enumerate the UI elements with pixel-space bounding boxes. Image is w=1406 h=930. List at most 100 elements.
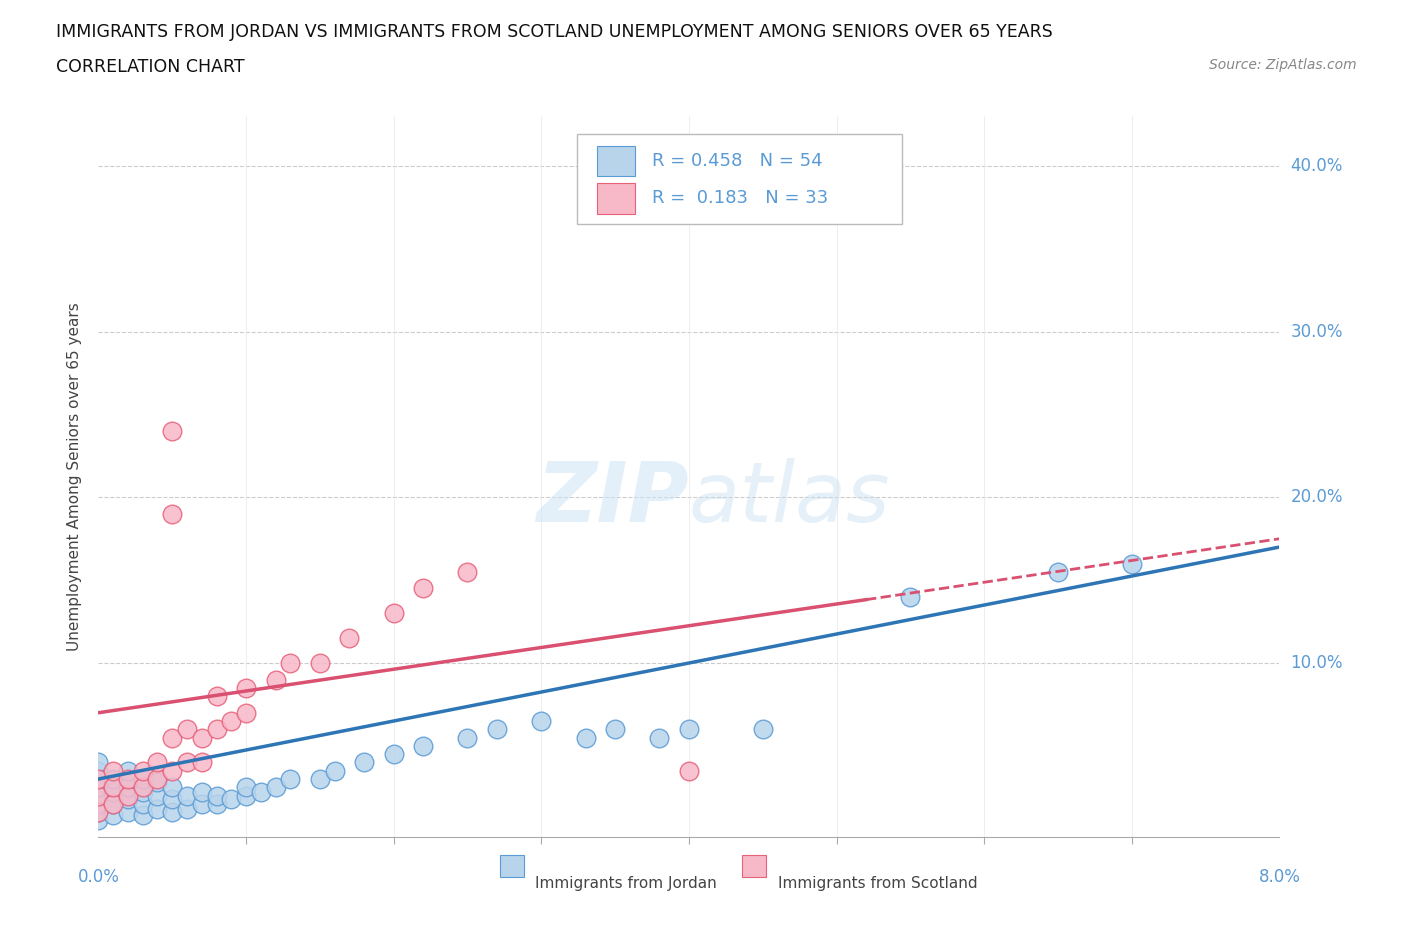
Point [205,722,228,737]
Point [132,764,155,778]
Point [900,590,922,604]
Text: R = 0.458   N = 54: R = 0.458 N = 54 [652,152,823,170]
Point [221,713,243,728]
Point [530,713,553,728]
Text: Immigrants from Scotland: Immigrants from Scotland [778,876,977,891]
Point [103,796,125,811]
Point [457,730,479,745]
Text: 0.0%: 0.0% [77,868,120,885]
Point [146,775,169,790]
Point [678,722,700,737]
Y-axis label: Unemployment Among Seniors over 65 years: Unemployment Among Seniors over 65 years [67,302,83,651]
Text: 10.0%: 10.0% [1291,654,1343,672]
Point [191,785,214,800]
Point [235,788,257,803]
Point [146,755,169,770]
Point [87,772,110,787]
Point [117,772,139,787]
Text: 20.0%: 20.0% [1291,488,1343,506]
Text: ZIP: ZIP [536,458,689,538]
Text: atlas: atlas [689,458,890,538]
Text: 8.0%: 8.0% [1258,868,1301,885]
Point [1121,556,1143,571]
Point [1046,565,1070,579]
Point [486,722,509,737]
Point [162,764,183,778]
Point [146,772,169,787]
Point [205,788,228,803]
Text: Immigrants from Jordan: Immigrants from Jordan [536,876,717,891]
Point [264,672,287,687]
Point [648,730,671,745]
Point [353,755,375,770]
Point [103,772,125,787]
Point [162,804,183,819]
Point [176,802,198,817]
Point [280,656,302,671]
Point [162,730,183,745]
Point [103,764,125,778]
Point [250,785,273,800]
Point [264,780,287,795]
Point [205,796,228,811]
Text: Source: ZipAtlas.com: Source: ZipAtlas.com [1209,58,1357,72]
Point [87,804,110,819]
Point [309,656,332,671]
Point [87,804,110,819]
Point [132,772,155,787]
Bar [501,855,523,877]
Point [117,780,139,795]
Point [87,764,110,778]
Text: 40.0%: 40.0% [1291,157,1343,175]
Point [309,772,332,787]
FancyBboxPatch shape [576,134,901,224]
Point [117,804,139,819]
Point [132,785,155,800]
Point [132,808,155,823]
Point [280,772,302,787]
Point [205,689,228,704]
Point [87,755,110,770]
Point [412,738,434,753]
Point [221,791,243,806]
Point [162,780,183,795]
Bar [596,183,634,214]
Point [235,681,257,696]
Text: 30.0%: 30.0% [1291,323,1343,340]
Point [176,788,198,803]
Point [87,796,110,811]
Point [146,802,169,817]
Point [132,796,155,811]
Point [382,747,405,762]
Point [103,780,125,795]
Point [117,764,139,778]
Point [162,507,183,522]
Point [87,772,110,787]
Point [87,780,110,795]
Point [87,788,110,803]
Bar [596,146,634,176]
Point [191,796,214,811]
Point [176,755,198,770]
Point [87,788,110,803]
Point [605,722,627,737]
Point [132,780,155,795]
Point [575,730,598,745]
Point [162,424,183,439]
Point [678,764,700,778]
Point [146,788,169,803]
Point [339,631,361,645]
Text: R =  0.183   N = 33: R = 0.183 N = 33 [652,190,828,207]
Point [457,565,479,579]
Point [103,796,125,811]
Point [412,581,434,596]
Point [117,788,139,803]
Text: IMMIGRANTS FROM JORDAN VS IMMIGRANTS FROM SCOTLAND UNEMPLOYMENT AMONG SENIORS OV: IMMIGRANTS FROM JORDAN VS IMMIGRANTS FRO… [56,23,1053,41]
Point [117,791,139,806]
Point [103,785,125,800]
Point [87,813,110,828]
Text: CORRELATION CHART: CORRELATION CHART [56,58,245,75]
Point [235,705,257,720]
Point [191,755,214,770]
Point [382,605,405,620]
